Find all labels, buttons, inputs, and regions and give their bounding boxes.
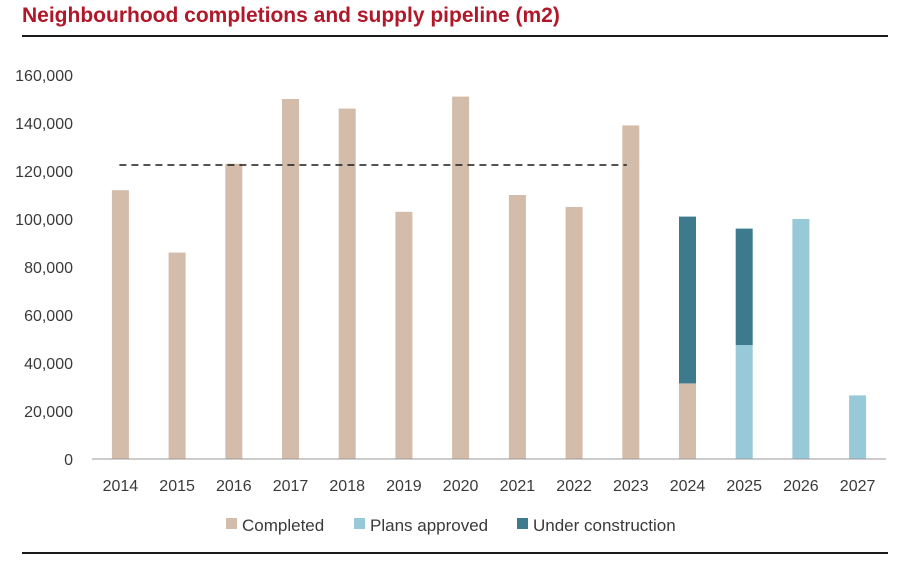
bar-completed-2014	[111, 190, 129, 459]
x-tick-label: 2019	[386, 478, 422, 495]
bar-completed-2021	[508, 195, 526, 459]
bar-completed-2018	[338, 108, 356, 459]
legend-swatch-completed	[226, 518, 237, 529]
chart-title: Neighbourhood completions and supply pip…	[22, 4, 560, 27]
bar-completed-2024	[679, 383, 696, 459]
x-tick-label: 2021	[500, 478, 536, 495]
bar-completed-2017	[282, 99, 299, 459]
x-tick-label: 2024	[670, 478, 706, 495]
legend: Completed Plans approved Under constructio…	[226, 516, 676, 535]
bars-group	[111, 96, 867, 460]
x-tick-label: 2022	[556, 478, 592, 495]
y-axis: 0 20,000 40,000 60,000 80,000 100,000 120,000 1…	[15, 68, 73, 469]
x-tick-label: 2027	[840, 478, 876, 495]
bar-completed-2015	[168, 252, 186, 459]
y-tick-label: 100,000	[15, 212, 73, 229]
x-tick-label: 2015	[159, 478, 195, 495]
bar-under-construction-2024	[679, 216, 696, 384]
x-tick-label: 2020	[443, 478, 479, 495]
y-tick-label: 120,000	[15, 164, 73, 181]
bar-completed-2016	[225, 163, 243, 460]
x-axis: 2014 2015 2016 2017 2018 2019 2020 2021 2022 2023…	[103, 478, 876, 495]
y-tick-label: 20,000	[24, 404, 73, 421]
title-divider	[22, 35, 888, 37]
y-tick-label: 140,000	[15, 116, 73, 133]
bar-completed-2022	[565, 207, 583, 459]
bar-completed-2023	[622, 125, 640, 460]
bar-plans-approved-2026	[792, 219, 810, 459]
legend-swatch-plans-approved	[354, 518, 365, 529]
y-tick-label: 0	[64, 452, 73, 469]
x-tick-label: 2018	[329, 478, 365, 495]
x-tick-label: 2014	[103, 478, 139, 495]
y-tick-label: 80,000	[24, 260, 73, 277]
legend-label: Under construction	[533, 516, 676, 535]
x-tick-label: 2023	[613, 478, 649, 495]
y-tick-label: 60,000	[24, 308, 73, 325]
x-tick-label: 2016	[216, 478, 252, 495]
footer-divider	[22, 552, 888, 554]
legend-label: Plans approved	[370, 516, 488, 535]
y-tick-label: 160,000	[15, 68, 73, 85]
bar-plans-approved-2027	[849, 395, 867, 459]
bar-completed-2020	[452, 96, 470, 459]
legend-label: Completed	[242, 516, 324, 535]
x-tick-label: 2025	[726, 478, 762, 495]
x-tick-label: 2026	[783, 478, 819, 495]
bar-under-construction-2025	[735, 228, 753, 345]
bar-plans-approved-2025	[735, 345, 753, 459]
bar-completed-2019	[395, 211, 413, 459]
y-tick-label: 40,000	[24, 356, 73, 373]
x-tick-label: 2017	[273, 478, 309, 495]
legend-swatch-under-construction	[517, 518, 528, 529]
